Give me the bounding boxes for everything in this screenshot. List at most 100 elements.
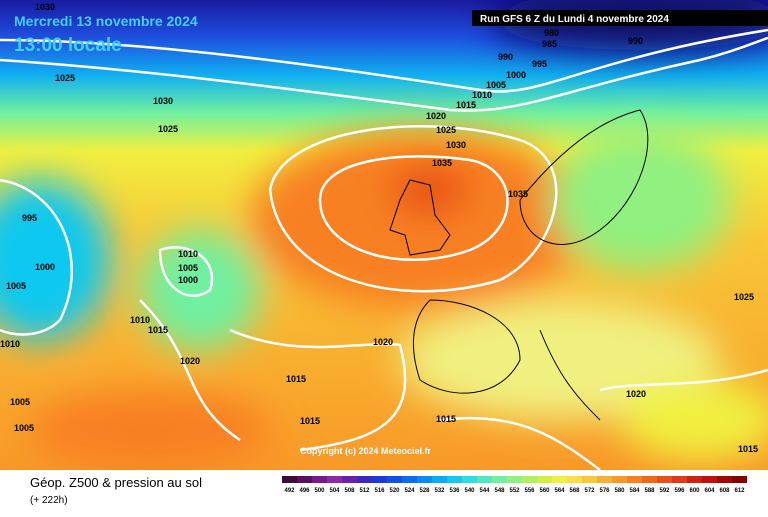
run: Run GFS 6 Z du Lundi 4 novembre 2024 <box>480 14 669 25</box>
scale-label: 564 <box>554 488 565 494</box>
scale-swatch <box>612 476 627 483</box>
scale-swatch <box>657 476 672 483</box>
isobar-lines <box>0 28 768 472</box>
scale-swatch <box>402 476 417 483</box>
scale-swatch <box>387 476 402 483</box>
scale-swatch <box>507 476 522 483</box>
scale-swatch <box>297 476 312 483</box>
isobar-label: 1005 <box>178 263 198 273</box>
isobar-label: 1015 <box>300 416 320 426</box>
isobar-label: 1015 <box>738 444 758 454</box>
scale-label: 552 <box>509 488 520 494</box>
scale-label: 532 <box>434 488 445 494</box>
isobar-label: 1010 <box>0 339 20 349</box>
scale-swatch <box>717 476 732 483</box>
scale-label: 540 <box>464 488 475 494</box>
scale-swatch <box>372 476 387 483</box>
isobar-label: 990 <box>628 36 643 46</box>
isobar-label: 1010 <box>472 90 492 100</box>
scale-label: 612 <box>734 488 745 494</box>
isobar-label: 1030 <box>153 96 173 106</box>
scale-swatch <box>417 476 432 483</box>
isobar-label: 1005 <box>486 80 506 90</box>
isobar-label: 1000 <box>506 70 526 80</box>
scale-label: 572 <box>584 488 595 494</box>
scale-swatch <box>672 476 687 483</box>
scale-swatch <box>582 476 597 483</box>
isobar-label: 1025 <box>734 292 754 302</box>
scale-label: 516 <box>374 488 385 494</box>
time: 13:00 locale <box>14 35 122 56</box>
isobar-label: 1035 <box>508 189 528 199</box>
isobar-labels: 1030102510301025995100010051010100510051… <box>0 2 758 454</box>
coastlines <box>389 109 649 421</box>
scale-swatch <box>567 476 582 483</box>
isobar-label: 1000 <box>178 275 198 285</box>
isobar-label: 1015 <box>148 325 168 335</box>
isobar-label: 1005 <box>6 281 26 291</box>
isobar-label: 1005 <box>14 423 34 433</box>
scale-swatch <box>462 476 477 483</box>
scale-label: 608 <box>719 488 730 494</box>
scale-label: 496 <box>299 488 310 494</box>
date: Mercredi 13 novembre 2024 <box>14 13 198 29</box>
scale-swatch <box>642 476 657 483</box>
scale-label: 596 <box>674 488 685 494</box>
scale-label: 544 <box>479 488 490 494</box>
isobar-label: 1015 <box>286 374 306 384</box>
run-box <box>472 10 768 26</box>
scale-label: 512 <box>359 488 370 494</box>
legend-subtitle: (+ 222h) <box>30 495 68 506</box>
scale-swatch <box>492 476 507 483</box>
isobar-label: 1025 <box>436 125 456 135</box>
isobar-label: 995 <box>22 213 37 223</box>
legend-title: Géop. Z500 & pression au sol <box>30 475 202 490</box>
scale-label: 524 <box>404 488 415 494</box>
scale-label: 592 <box>659 488 670 494</box>
scale-swatch <box>732 476 747 483</box>
scale-swatch <box>477 476 492 483</box>
isobar-label: 980 <box>544 28 559 38</box>
scale-label: 548 <box>494 488 505 494</box>
scale-label: 604 <box>704 488 715 494</box>
isobar-label: 1025 <box>55 73 75 83</box>
scale-label: 600 <box>689 488 700 494</box>
scale-swatch <box>687 476 702 483</box>
scale-swatch <box>552 476 567 483</box>
scale-label: 560 <box>539 488 550 494</box>
scale-swatch <box>627 476 642 483</box>
scale-label: 504 <box>329 488 340 494</box>
isobar-label: 1010 <box>130 315 150 325</box>
scale-swatch <box>597 476 612 483</box>
scale-label: 520 <box>389 488 400 494</box>
scale-label: 588 <box>644 488 655 494</box>
isobar-label: 985 <box>542 39 557 49</box>
scale-swatch <box>522 476 537 483</box>
copyright: Copyright (c) 2024 Meteociel.fr <box>300 446 432 456</box>
scale-swatch <box>432 476 447 483</box>
scale-swatch <box>327 476 342 483</box>
scale-label: 508 <box>344 488 355 494</box>
scale-label: 536 <box>449 488 460 494</box>
isobar-label: 1030 <box>446 140 466 150</box>
scale-swatch <box>357 476 372 483</box>
scale-label: 556 <box>524 488 535 494</box>
isobar-label: 995 <box>532 59 547 69</box>
scale-label: 580 <box>614 488 625 494</box>
isobar-label: 1035 <box>432 158 452 168</box>
scale-swatch <box>447 476 462 483</box>
scale-label: 576 <box>599 488 610 494</box>
isobar-label: 1020 <box>180 356 200 366</box>
scale-label: 500 <box>314 488 325 494</box>
isobar-label: 1000 <box>35 262 55 272</box>
isobar-label: 1015 <box>436 414 456 424</box>
scale-label: 568 <box>569 488 580 494</box>
isobar-label: 1005 <box>10 397 30 407</box>
scale-swatch <box>282 476 297 483</box>
scale-label: 492 <box>284 488 295 494</box>
scale-swatch <box>342 476 357 483</box>
scale-swatch <box>702 476 717 483</box>
color-scale: 492 496 500 504 508 512 516 520 524 528 532 536 540 5… <box>282 476 747 494</box>
scale-label: 528 <box>419 488 430 494</box>
